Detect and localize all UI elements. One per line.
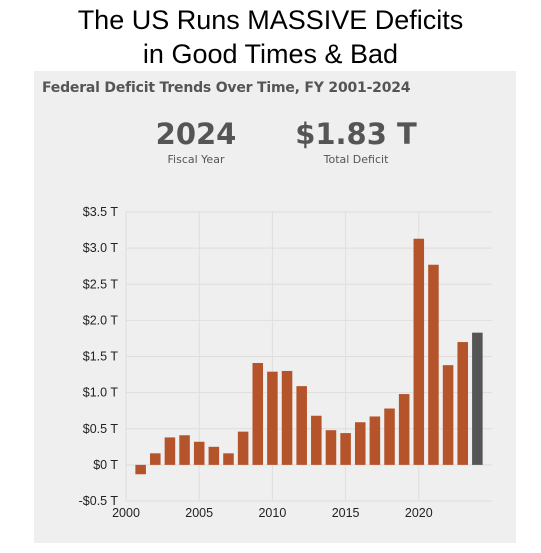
kpi-fiscal-year-value: 2024: [155, 117, 237, 151]
bar-2008: [237, 431, 249, 465]
headline-line-1: The US Runs MASSIVE Deficits: [77, 5, 464, 35]
bar-2005: [193, 441, 205, 465]
bar-chart: -$0.5 T $0 T $0.5 T $1.0 T $1.5 T $2.0 T $2.5 …: [79, 205, 492, 520]
y-tick-label: $3.5 T: [83, 205, 119, 219]
bar-2006: [208, 446, 220, 465]
headline: The US Runs MASSIVE Deficits in Good Tim…: [0, 0, 541, 71]
bar-2007: [223, 453, 234, 465]
x-tick-label: 2020: [405, 506, 433, 520]
bar-2004: [179, 435, 190, 465]
x-axis-ticks: 2000 2005 2010 2015 2020: [112, 506, 433, 520]
bars: [135, 238, 483, 475]
y-tick-label: $3.0 T: [83, 241, 119, 255]
y-tick-label: $0.5 T: [83, 422, 119, 436]
bar-2011: [281, 370, 293, 465]
bar-2014: [325, 430, 337, 465]
x-tick-label: 2005: [185, 506, 213, 520]
kpi-fiscal-year: 2024 Fiscal Year: [146, 117, 246, 166]
panel-title: Federal Deficit Trends Over Time, FY 200…: [42, 80, 411, 96]
bar-2016: [354, 422, 366, 465]
bar-2022: [442, 365, 454, 465]
x-tick-label: 2010: [258, 506, 286, 520]
y-tick-label: $1.0 T: [83, 386, 119, 400]
bar-2015: [340, 433, 351, 465]
kpi-fiscal-year-label: Fiscal Year: [167, 153, 225, 166]
y-tick-label: $1.5 T: [83, 350, 119, 364]
y-tick-label: $0 T: [93, 458, 118, 472]
kpi-total-deficit-value: $1.83 T: [295, 117, 417, 151]
bar-2018: [384, 408, 395, 465]
y-tick-label: -$0.5 T: [79, 494, 119, 508]
headline-line-2: in Good Times & Bad: [142, 39, 399, 69]
bar-2023: [457, 342, 468, 465]
bar-2010: [267, 371, 278, 465]
bar-2013: [311, 415, 322, 465]
kpi-total-deficit-label: Total Deficit: [323, 153, 389, 166]
y-tick-label: $2.0 T: [83, 313, 119, 327]
bar-2002: [150, 453, 161, 465]
x-tick-label: 2000: [112, 506, 140, 520]
bar-2001: [135, 464, 146, 475]
bar-2017: [369, 416, 381, 465]
y-tick-label: $2.5 T: [83, 277, 119, 291]
chart-panel: Federal Deficit Trends Over Time, FY 200…: [34, 71, 516, 543]
bar-2020: [413, 238, 425, 465]
kpi-total-deficit: $1.83 T Total Deficit: [286, 117, 426, 166]
bar-2009: [252, 363, 264, 465]
bar-2019: [398, 394, 410, 465]
y-axis-ticks: -$0.5 T $0 T $0.5 T $1.0 T $1.5 T $2.0 T $2.5 …: [79, 205, 119, 508]
bar-2003: [164, 437, 176, 465]
bar-2021: [428, 264, 439, 465]
bar-2012: [296, 386, 307, 465]
bar-2024: [472, 332, 483, 465]
x-tick-label: 2015: [332, 506, 360, 520]
